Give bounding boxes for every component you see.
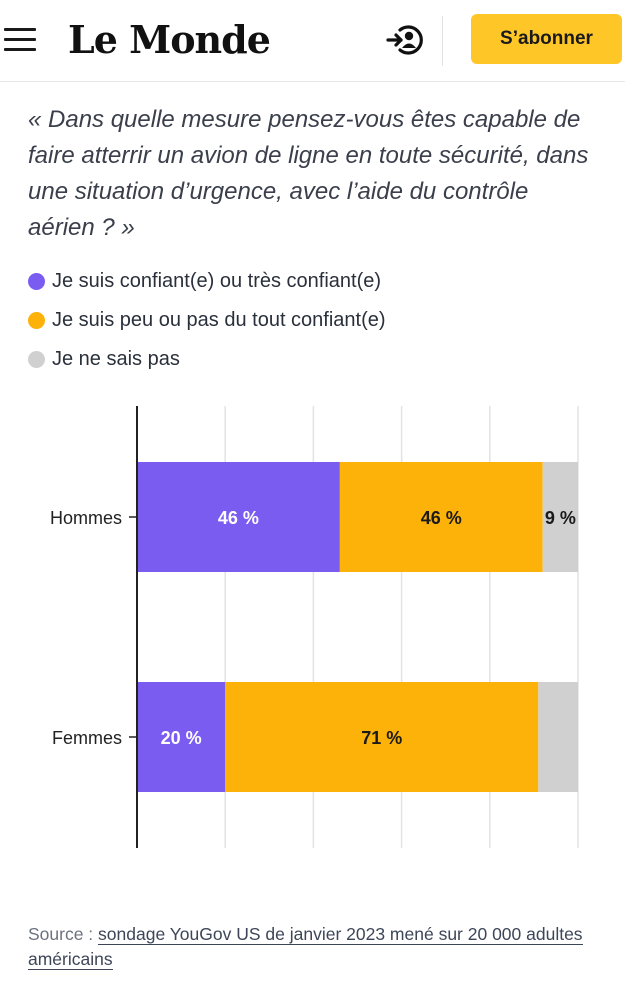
source-prefix: Source : <box>28 924 99 944</box>
data-label-hommes-series-3: 9 % <box>545 508 576 528</box>
legend-swatch-confident <box>28 273 45 290</box>
bar-femmes-series-2 <box>225 682 539 792</box>
data-label-femmes-series-1: 20 % <box>161 728 202 748</box>
subscribe-button[interactable]: S’abonner <box>471 14 622 64</box>
legend-label-not-confident: Je suis peu ou pas du tout confiant(e) <box>52 309 386 331</box>
data-label-femmes-series-2: 71 % <box>361 728 402 748</box>
bar-hommes-series-1 <box>137 462 340 572</box>
bar-hommes-series-3 <box>542 462 578 572</box>
legend-item-not-confident: Je suis peu ou pas du tout confiant(e) <box>28 301 608 340</box>
menu-icon[interactable] <box>4 28 36 52</box>
legend-swatch-dont-know <box>28 351 45 368</box>
source-note: Source : sondage YouGov US de janvier 20… <box>28 922 588 972</box>
legend-item-confident: Je suis confiant(e) ou très confiant(e) <box>28 262 608 301</box>
top-bar: Le Monde S’abonner <box>0 0 625 82</box>
account-login-icon[interactable] <box>386 22 426 58</box>
y-tick-label-hommes: Hommes <box>50 508 122 528</box>
data-label-hommes-series-1: 46 % <box>218 508 259 528</box>
data-label-hommes-series-2: 46 % <box>421 508 462 528</box>
legend-swatch-not-confident <box>28 312 45 329</box>
bar-femmes-series-1 <box>137 682 226 792</box>
source-link[interactable]: sondage YouGov US de janvier 2023 mené s… <box>28 924 583 970</box>
survey-question: « Dans quelle mesure pensez-vous êtes ca… <box>28 106 589 241</box>
legend-label-dont-know: Je ne sais pas <box>52 348 180 370</box>
bar-hommes-series-2 <box>339 462 543 572</box>
y-tick-label-femmes: Femmes <box>52 728 122 748</box>
site-logo[interactable]: Le Monde <box>68 17 271 62</box>
stacked-bar-chart: 46 % 46 % 9 % Hommes 20 % 71 % Femmes <box>50 406 579 848</box>
chart-legend: Je suis confiant(e) ou très confiant(e) … <box>28 262 608 379</box>
header-divider <box>442 16 443 66</box>
legend-item-dont-know: Je ne sais pas <box>28 340 608 379</box>
bar-femmes-series-3 <box>538 682 578 792</box>
legend-label-confident: Je suis confiant(e) ou très confiant(e) <box>52 270 382 292</box>
